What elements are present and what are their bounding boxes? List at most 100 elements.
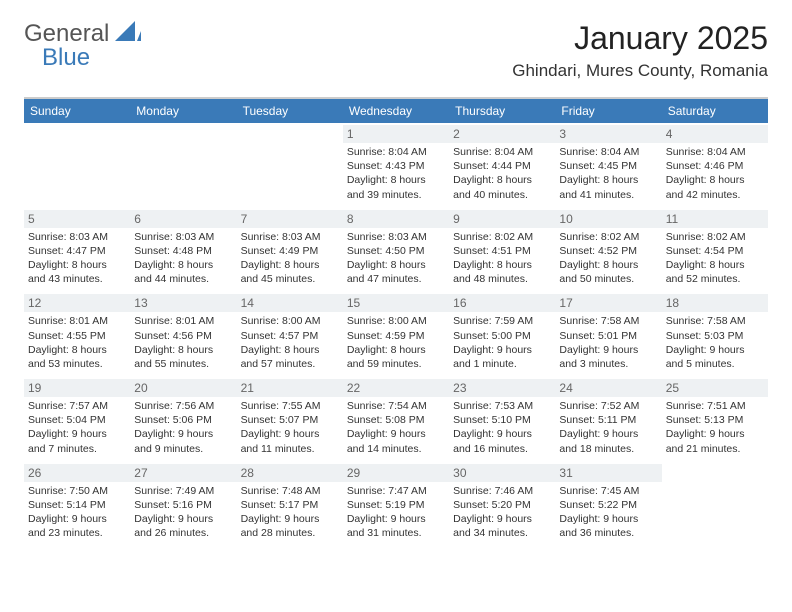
header: General Blue January 2025 Ghindari, Mure… (0, 0, 792, 87)
calendar-day-cell: 10Sunrise: 8:02 AMSunset: 4:52 PMDayligh… (555, 208, 661, 293)
day-number: 5 (24, 210, 130, 228)
daylight-text-2: and 9 minutes. (134, 442, 232, 456)
sunrise-text: Sunrise: 8:00 AM (241, 314, 339, 328)
sunset-text: Sunset: 5:00 PM (453, 329, 551, 343)
daylight-text: Daylight: 9 hours (453, 512, 551, 526)
daylight-text: Daylight: 9 hours (241, 427, 339, 441)
calendar-day-cell: 16Sunrise: 7:59 AMSunset: 5:00 PMDayligh… (449, 292, 555, 377)
day-number: 27 (130, 464, 236, 482)
day-number: 17 (555, 294, 661, 312)
sunset-text: Sunset: 5:11 PM (559, 413, 657, 427)
logo-sail-icon (115, 21, 141, 48)
daylight-text: Daylight: 8 hours (134, 258, 232, 272)
weekday-header-cell: Monday (130, 99, 236, 123)
daylight-text: Daylight: 9 hours (559, 343, 657, 357)
daylight-text: Daylight: 9 hours (134, 427, 232, 441)
calendar-day-cell: 31Sunrise: 7:45 AMSunset: 5:22 PMDayligh… (555, 462, 661, 547)
sunset-text: Sunset: 4:50 PM (347, 244, 445, 258)
weekday-header-cell: Saturday (662, 99, 768, 123)
sunset-text: Sunset: 4:56 PM (134, 329, 232, 343)
sunset-text: Sunset: 5:06 PM (134, 413, 232, 427)
day-number: 6 (130, 210, 236, 228)
calendar-day-cell: 21Sunrise: 7:55 AMSunset: 5:07 PMDayligh… (237, 377, 343, 462)
sunrise-text: Sunrise: 8:04 AM (347, 145, 445, 159)
calendar: SundayMondayTuesdayWednesdayThursdayFrid… (24, 97, 768, 546)
daylight-text-2: and 41 minutes. (559, 188, 657, 202)
daylight-text-2: and 53 minutes. (28, 357, 126, 371)
sunset-text: Sunset: 4:45 PM (559, 159, 657, 173)
calendar-body: 1Sunrise: 8:04 AMSunset: 4:43 PMDaylight… (24, 123, 768, 546)
calendar-day-cell: 26Sunrise: 7:50 AMSunset: 5:14 PMDayligh… (24, 462, 130, 547)
daylight-text: Daylight: 8 hours (666, 258, 764, 272)
sunrise-text: Sunrise: 7:55 AM (241, 399, 339, 413)
daylight-text-2: and 44 minutes. (134, 272, 232, 286)
daylight-text-2: and 28 minutes. (241, 526, 339, 540)
calendar-day-cell: 12Sunrise: 8:01 AMSunset: 4:55 PMDayligh… (24, 292, 130, 377)
sunset-text: Sunset: 5:14 PM (28, 498, 126, 512)
daylight-text: Daylight: 8 hours (666, 173, 764, 187)
sunset-text: Sunset: 5:08 PM (347, 413, 445, 427)
day-number: 3 (555, 125, 661, 143)
weekday-header-cell: Tuesday (237, 99, 343, 123)
daylight-text: Daylight: 8 hours (241, 258, 339, 272)
daylight-text-2: and 36 minutes. (559, 526, 657, 540)
sunrise-text: Sunrise: 7:57 AM (28, 399, 126, 413)
calendar-empty-cell (130, 123, 236, 208)
daylight-text: Daylight: 9 hours (453, 343, 551, 357)
daylight-text-2: and 34 minutes. (453, 526, 551, 540)
day-number: 2 (449, 125, 555, 143)
weekday-header-cell: Wednesday (343, 99, 449, 123)
daylight-text-2: and 5 minutes. (666, 357, 764, 371)
calendar-day-cell: 24Sunrise: 7:52 AMSunset: 5:11 PMDayligh… (555, 377, 661, 462)
day-number: 24 (555, 379, 661, 397)
weekday-header-cell: Sunday (24, 99, 130, 123)
daylight-text-2: and 26 minutes. (134, 526, 232, 540)
day-number: 29 (343, 464, 449, 482)
calendar-day-cell: 5Sunrise: 8:03 AMSunset: 4:47 PMDaylight… (24, 208, 130, 293)
daylight-text-2: and 3 minutes. (559, 357, 657, 371)
sunrise-text: Sunrise: 8:01 AM (134, 314, 232, 328)
sunset-text: Sunset: 5:17 PM (241, 498, 339, 512)
calendar-week-row: 12Sunrise: 8:01 AMSunset: 4:55 PMDayligh… (24, 292, 768, 377)
sunrise-text: Sunrise: 7:46 AM (453, 484, 551, 498)
day-number: 25 (662, 379, 768, 397)
calendar-day-cell: 4Sunrise: 8:04 AMSunset: 4:46 PMDaylight… (662, 123, 768, 208)
calendar-day-cell: 14Sunrise: 8:00 AMSunset: 4:57 PMDayligh… (237, 292, 343, 377)
logo-text-blue: Blue (42, 44, 90, 72)
calendar-week-row: 26Sunrise: 7:50 AMSunset: 5:14 PMDayligh… (24, 462, 768, 547)
daylight-text-2: and 57 minutes. (241, 357, 339, 371)
daylight-text-2: and 48 minutes. (453, 272, 551, 286)
calendar-week-row: 5Sunrise: 8:03 AMSunset: 4:47 PMDaylight… (24, 208, 768, 293)
day-number: 30 (449, 464, 555, 482)
sunset-text: Sunset: 4:48 PM (134, 244, 232, 258)
daylight-text: Daylight: 9 hours (241, 512, 339, 526)
day-number: 8 (343, 210, 449, 228)
daylight-text-2: and 11 minutes. (241, 442, 339, 456)
sunrise-text: Sunrise: 8:02 AM (666, 230, 764, 244)
daylight-text-2: and 7 minutes. (28, 442, 126, 456)
sunset-text: Sunset: 4:47 PM (28, 244, 126, 258)
day-number: 9 (449, 210, 555, 228)
sunrise-text: Sunrise: 8:03 AM (134, 230, 232, 244)
sunrise-text: Sunrise: 8:03 AM (347, 230, 445, 244)
day-number: 26 (24, 464, 130, 482)
sunset-text: Sunset: 5:20 PM (453, 498, 551, 512)
location-text: Ghindari, Mures County, Romania (512, 61, 768, 81)
daylight-text-2: and 45 minutes. (241, 272, 339, 286)
month-title: January 2025 (512, 20, 768, 57)
daylight-text-2: and 47 minutes. (347, 272, 445, 286)
daylight-text: Daylight: 9 hours (347, 427, 445, 441)
sunset-text: Sunset: 4:57 PM (241, 329, 339, 343)
sunrise-text: Sunrise: 7:54 AM (347, 399, 445, 413)
day-number: 1 (343, 125, 449, 143)
daylight-text: Daylight: 9 hours (347, 512, 445, 526)
daylight-text-2: and 39 minutes. (347, 188, 445, 202)
daylight-text: Daylight: 8 hours (347, 173, 445, 187)
daylight-text: Daylight: 8 hours (28, 258, 126, 272)
sunrise-text: Sunrise: 8:04 AM (559, 145, 657, 159)
day-number: 21 (237, 379, 343, 397)
daylight-text-2: and 40 minutes. (453, 188, 551, 202)
weekday-header-cell: Friday (555, 99, 661, 123)
sunset-text: Sunset: 4:55 PM (28, 329, 126, 343)
day-number: 15 (343, 294, 449, 312)
